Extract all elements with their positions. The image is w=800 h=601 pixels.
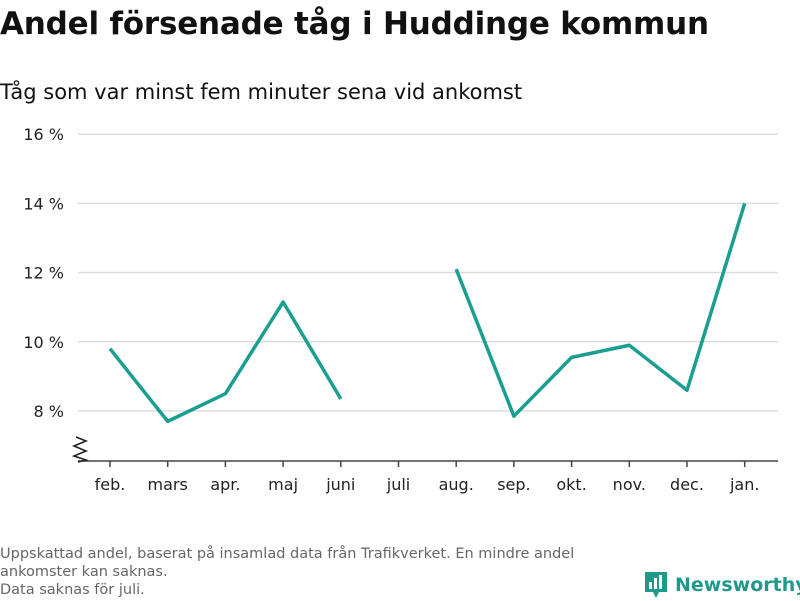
brand-name: Newsworthy	[675, 574, 800, 596]
x-tick-label: jan.	[729, 475, 759, 494]
x-tick-label: feb.	[95, 475, 126, 494]
y-tick-label: 16 %	[23, 125, 64, 144]
x-tick-label: mars	[148, 475, 188, 494]
data-point	[454, 267, 458, 271]
data-point	[281, 300, 285, 304]
data-point	[166, 419, 170, 423]
x-tick-label: maj	[268, 475, 298, 494]
series-line-segment	[108, 300, 343, 424]
footnote-line-2: Data saknas för juli.	[0, 582, 145, 598]
x-tick-label: juli	[386, 475, 410, 494]
x-tick-label: juni	[325, 475, 355, 494]
data-point	[339, 397, 343, 401]
data-point	[108, 347, 112, 351]
x-tick-label: nov.	[613, 475, 646, 494]
x-tick-label: aug.	[439, 475, 474, 494]
y-tick-label: 10 %	[23, 333, 64, 352]
line-chart: 8 % 10 % 12 % 14 % 16 % feb. mars apr. maj juni ju…	[23, 125, 778, 494]
data-point	[743, 201, 747, 205]
footnote-line-1: Uppskattad andel, baserat på insamlad da…	[0, 546, 575, 580]
x-tick-label: dec.	[670, 475, 704, 494]
series-line-segment	[454, 202, 747, 418]
zigzag-break-icon	[71, 436, 89, 463]
x-tick-label: apr.	[210, 475, 240, 494]
y-tick-label: 12 %	[23, 264, 64, 283]
data-point	[223, 392, 227, 396]
newsworthy-logo: Newsworthy	[643, 569, 800, 601]
x-tick-label: okt.	[556, 475, 586, 494]
bar-chart-logo-icon	[645, 572, 667, 598]
chart-subtitle: Tåg som var minst fem minuter sena vid a…	[0, 80, 523, 104]
data-point	[685, 388, 689, 392]
data-point	[512, 414, 516, 418]
chart-title: Andel försenade tåg i Huddinge kommun	[0, 6, 709, 42]
data-point	[570, 355, 574, 359]
footnote: Uppskattad andel, baserat på insamlad da…	[0, 545, 640, 599]
y-tick-label: 14 %	[23, 194, 64, 213]
y-tick-label: 8 %	[34, 402, 64, 421]
data-point	[627, 343, 631, 347]
x-tick-label: sep.	[497, 475, 530, 494]
